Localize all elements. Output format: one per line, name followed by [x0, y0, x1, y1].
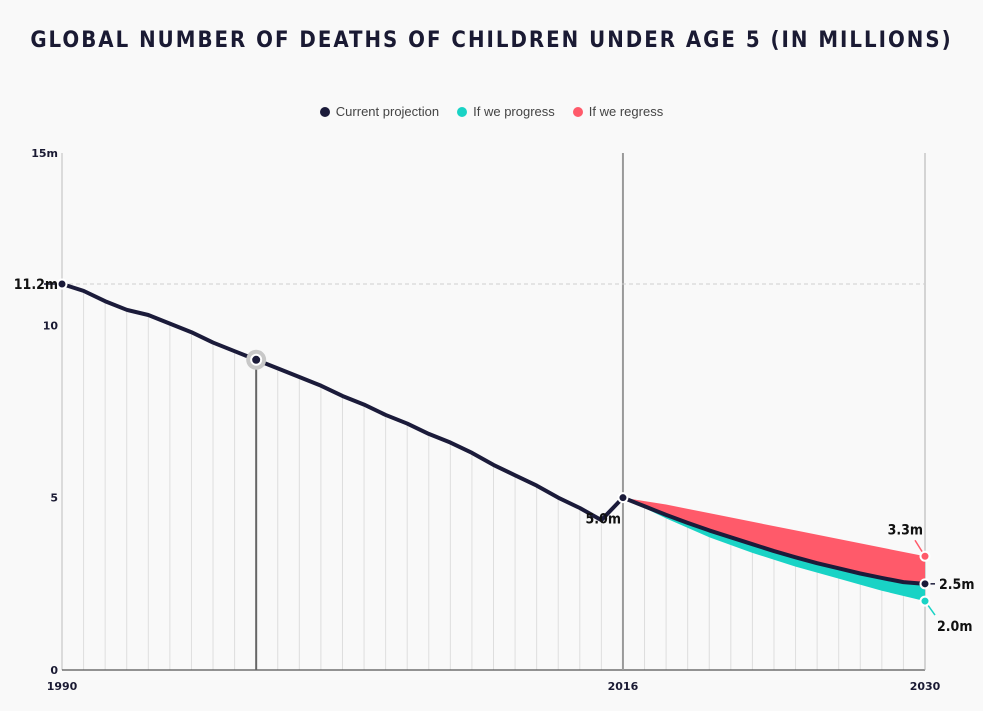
- annotation-point: [919, 550, 931, 562]
- y-tick-label: 10: [43, 319, 59, 332]
- annotation-label: 5.0m: [586, 512, 621, 528]
- legend-dot-current: [319, 106, 330, 117]
- annotation-label: 2.0m: [937, 619, 972, 635]
- annotation-point: [56, 278, 68, 290]
- x-tick-label: 2016: [608, 680, 639, 693]
- legend-dot-progress: [457, 106, 468, 117]
- annotation-point: [919, 595, 931, 607]
- annotation-point: [617, 492, 629, 504]
- legend-item-progress[interactable]: If we progress: [457, 104, 555, 119]
- annotation-label: 2.5m: [939, 577, 974, 593]
- legend-item-current[interactable]: Current projection: [319, 104, 440, 119]
- legend-label-regress: If we regress: [588, 104, 664, 119]
- annotation-label: 3.3m: [888, 522, 923, 538]
- legend-label-progress: If we progress: [473, 104, 555, 119]
- progress-area: [622, 497, 925, 602]
- y-tick-label: 5: [50, 492, 58, 505]
- regress-area: [622, 497, 925, 584]
- x-tick-label: 2030: [910, 680, 941, 693]
- chart-title: GLOBAL NUMBER OF DEATHS OF CHILDREN UNDE…: [30, 28, 953, 53]
- legend-item-regress[interactable]: If we regress: [572, 104, 664, 119]
- current-projection-line: [61, 282, 926, 586]
- legend-label-current: Current projection: [335, 104, 440, 119]
- y-tick-label: 15m: [31, 147, 58, 160]
- annotation-point: [919, 578, 931, 590]
- chart-legend: Current projection If we progress If we …: [0, 104, 983, 119]
- annotation-label: 11.2m: [14, 277, 58, 293]
- legend-dot-regress: [572, 106, 583, 117]
- hover-point: [250, 353, 263, 366]
- x-tick-label: 1990: [47, 680, 78, 693]
- y-tick-label: 0: [50, 664, 58, 677]
